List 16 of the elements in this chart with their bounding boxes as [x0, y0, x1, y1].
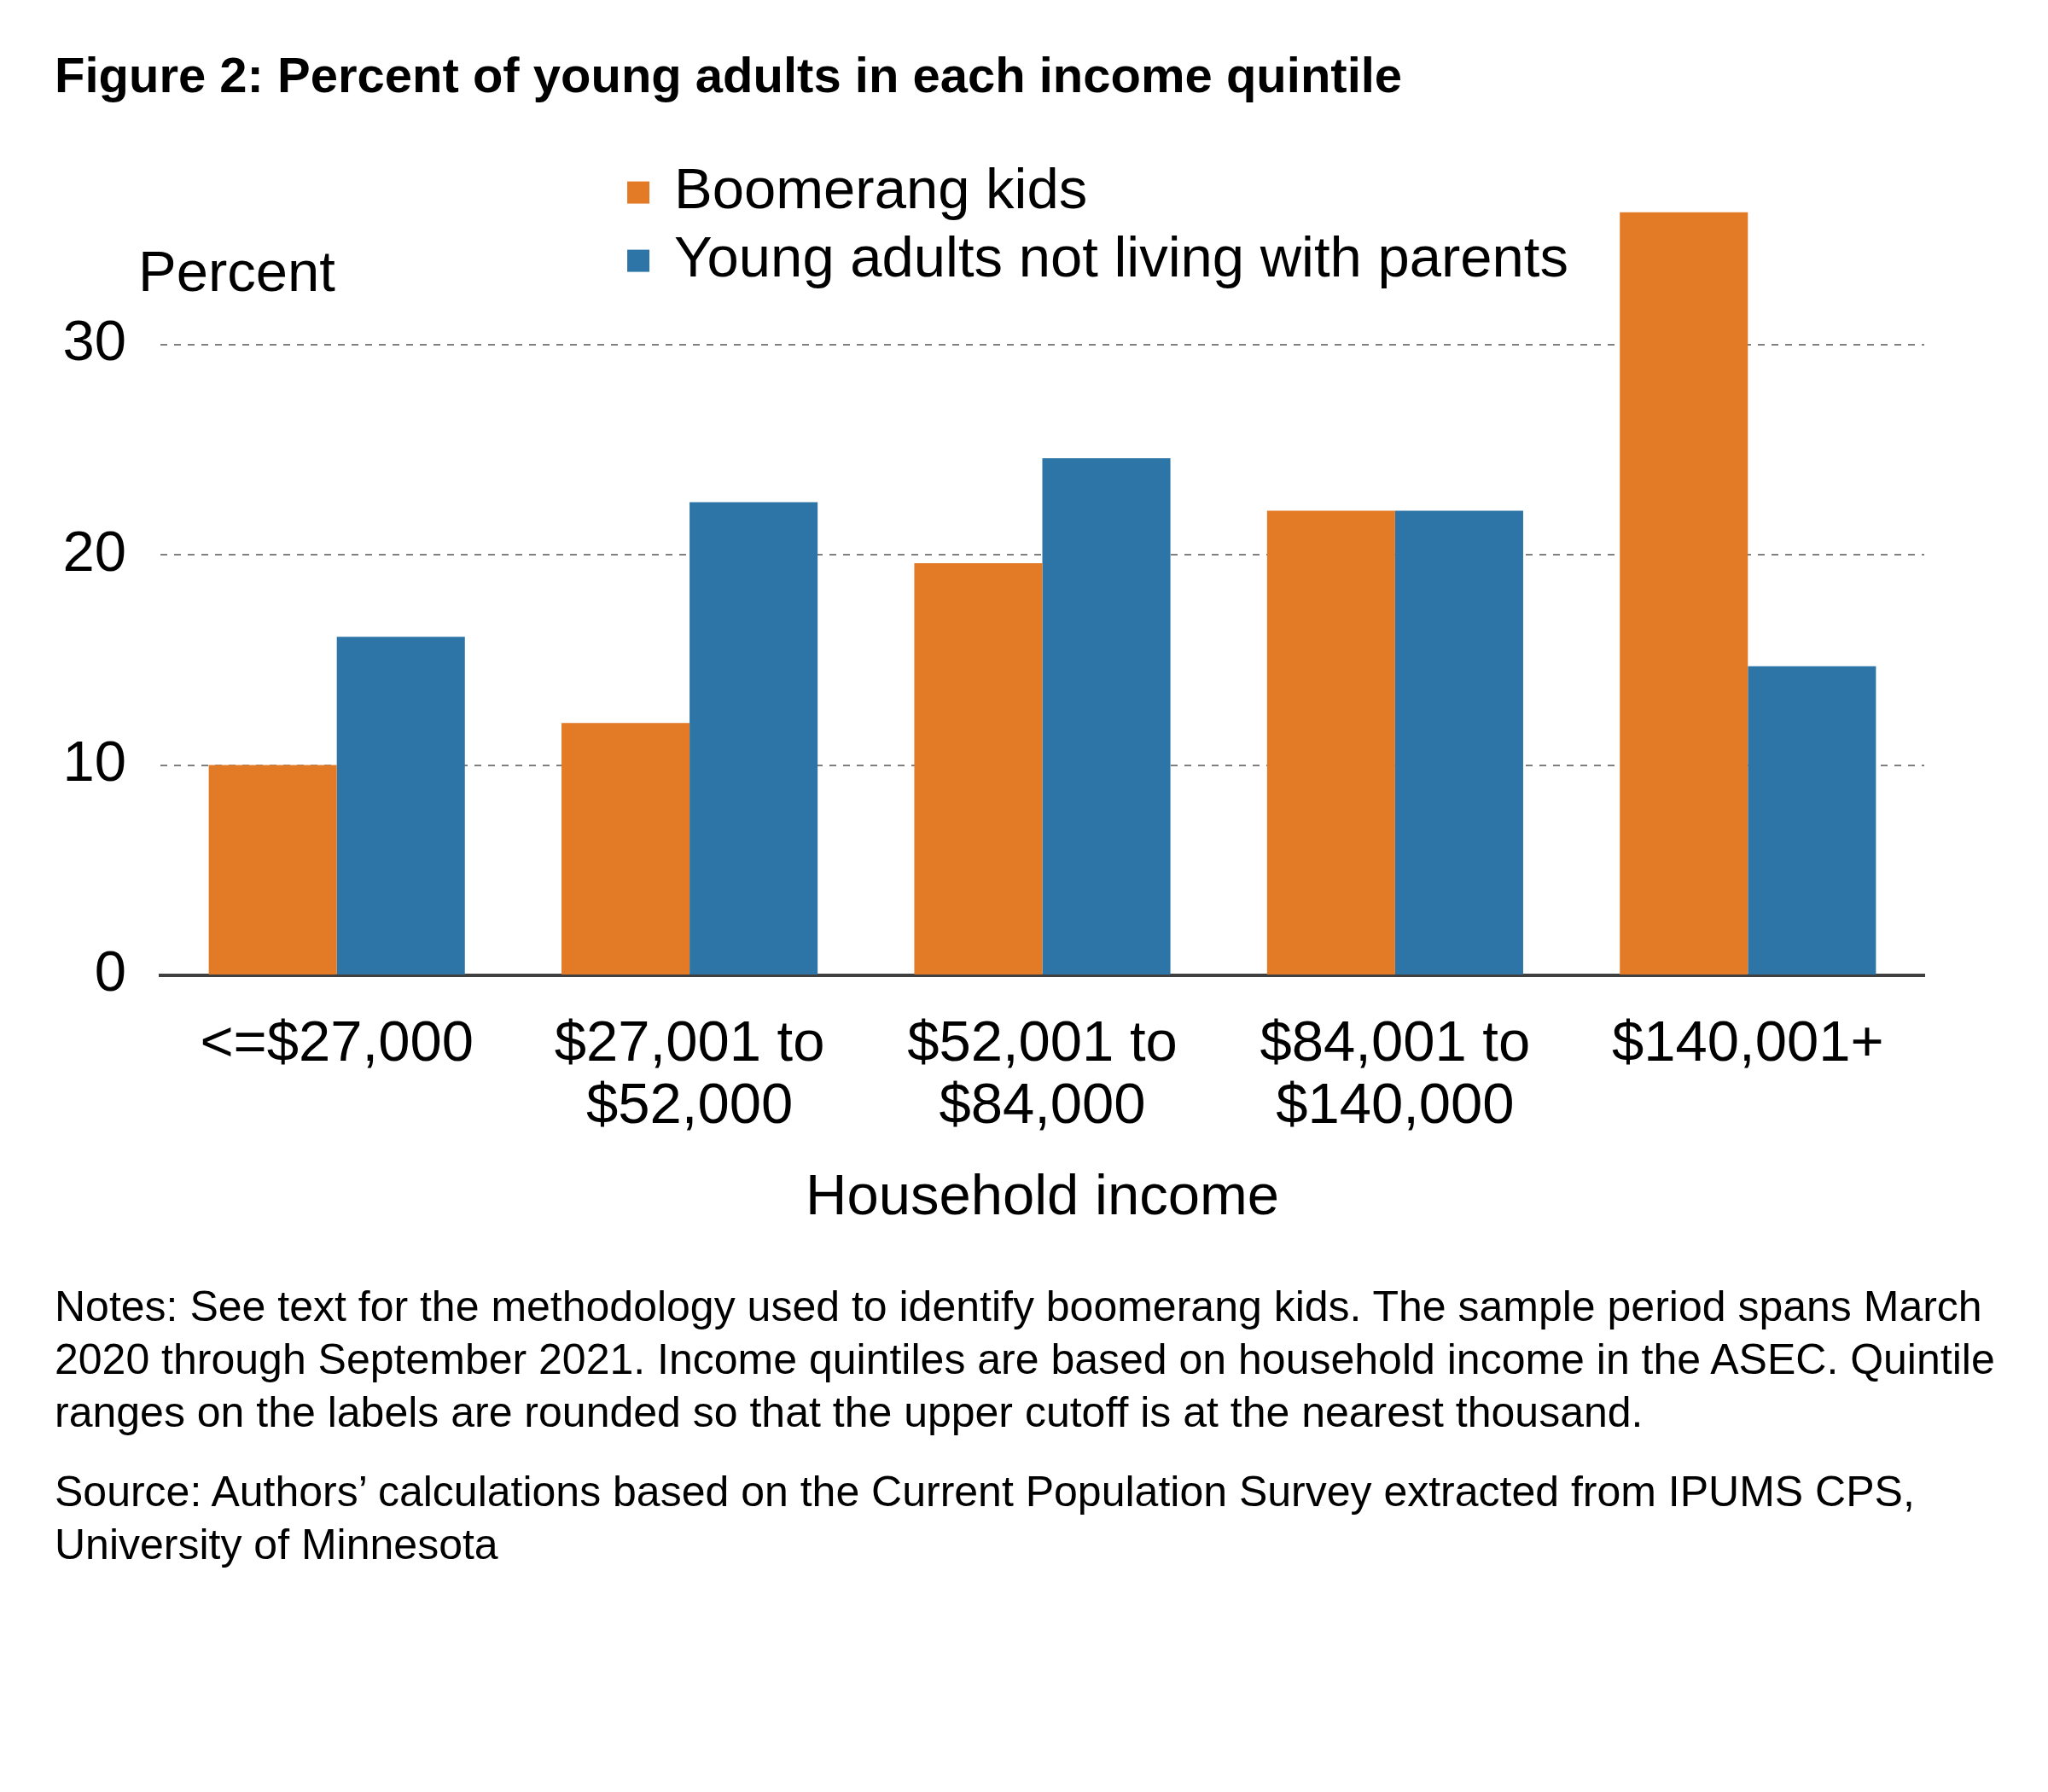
y-axis-title: Percent: [138, 239, 336, 304]
legend-label: Young adults not living with parents: [674, 224, 1568, 289]
legend-label: Boomerang kids: [674, 156, 1088, 221]
x-tick-label: <=$27,000: [200, 1008, 474, 1073]
y-tick-label: 30: [62, 308, 126, 373]
text: Notes: See text for the methodology used to identify boomerang kids. The sample period spans March 2020 through September 2021. Income quintiles are based on household income in the ASEC. Quintile ranges on the labels are rounded so that the upper cutoff is at the nearest thousand.: [55, 1282, 1996, 1438]
x-tick-label: $52,001 to $84,000: [907, 1008, 1178, 1136]
chart-title: Figure 2: Percent of young adults in each income quintile: [55, 46, 1403, 102]
y-tick-label: 20: [62, 518, 126, 583]
source-note: Source: Authors’ calculations based on the Current Population Survey extracted from IPUMS CPS, University of Minnesota: [55, 1467, 1916, 1570]
y-tick-label: 0: [94, 939, 126, 1004]
x-tick-label: $140,001+: [1612, 1008, 1884, 1073]
x-axis-title: Household income: [806, 1162, 1279, 1227]
y-tick-label: 10: [62, 729, 126, 794]
x-tick-label: $84,001 to $140,000: [1260, 1008, 1531, 1136]
x-tick-label: $27,001 to $52,000: [554, 1008, 825, 1136]
